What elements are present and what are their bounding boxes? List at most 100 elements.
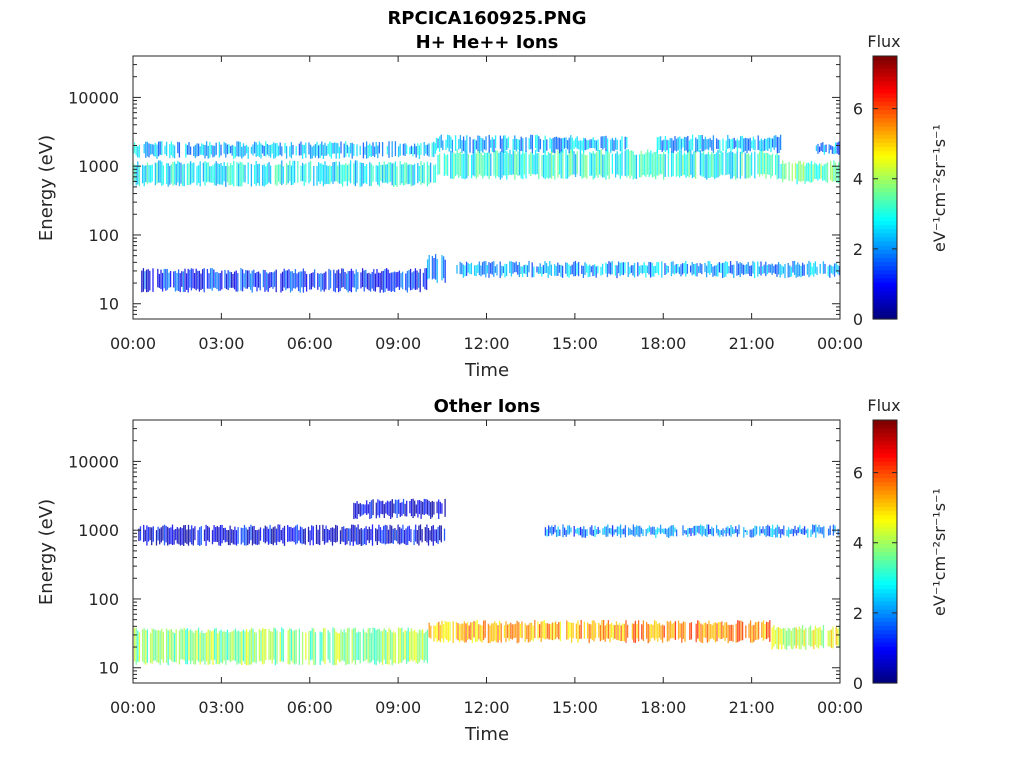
colorbar-step <box>873 286 897 291</box>
colorbar-step <box>873 498 897 503</box>
colorbar-step <box>873 547 897 553</box>
colorbar-step <box>873 485 897 491</box>
x-tick-label: 18:00 <box>640 698 686 717</box>
colorbar-tick-label: 6 <box>853 464 863 483</box>
colorbar-step <box>873 658 897 664</box>
colorbar-step <box>873 424 897 429</box>
x-tick-label: 00:00 <box>110 334 156 353</box>
colorbar-step <box>873 92 897 98</box>
colorbar-step <box>873 158 897 164</box>
colorbar-step <box>873 101 897 106</box>
colorbar-step <box>873 641 897 647</box>
colorbar-step <box>873 150 897 156</box>
colorbar-step <box>873 580 897 585</box>
colorbar-step <box>873 269 897 275</box>
colorbar-step <box>873 187 897 193</box>
colorbar-step <box>873 514 897 520</box>
colorbar-step <box>873 666 897 672</box>
colorbar-tick-label: 4 <box>853 170 863 189</box>
flux-band <box>544 524 839 538</box>
colorbar-step <box>873 134 897 139</box>
colorbar-tick-label: 2 <box>853 604 863 623</box>
colorbar-step <box>873 555 897 561</box>
x-tick-label: 06:00 <box>287 698 333 717</box>
colorbar-step <box>873 290 897 295</box>
colorbar-step <box>873 76 897 82</box>
colorbar-step <box>873 72 897 78</box>
colorbar-step <box>873 154 897 160</box>
colorbar-step <box>873 294 897 300</box>
colorbar-step <box>873 191 897 197</box>
flux-band <box>353 498 446 520</box>
colorbar-step <box>873 183 897 189</box>
x-tick-label: 15:00 <box>552 698 598 717</box>
colorbar-tick-label: 0 <box>853 674 863 693</box>
colorbar-step <box>873 60 897 65</box>
x-tick-label: 21:00 <box>729 698 775 717</box>
colorbar-step <box>873 84 897 90</box>
y-tick-label: 10000 <box>68 88 119 107</box>
colorbar-step <box>873 452 897 458</box>
colorbar-step <box>873 637 897 643</box>
colorbar-title: Flux <box>867 396 900 415</box>
x-axis: 00:00 03:00 06:00 09:00 12:00 15:00 18:00 21:00… <box>110 56 863 353</box>
colorbar-step <box>873 282 897 287</box>
colorbar-step <box>873 64 897 69</box>
colorbar-title: Flux <box>867 32 900 51</box>
colorbar-step <box>873 162 897 168</box>
colorbar-step <box>873 592 897 598</box>
colorbar-step <box>873 625 897 631</box>
colorbar-step <box>873 171 897 176</box>
y-tick-label: 100 <box>88 226 119 245</box>
colorbar-step <box>873 609 897 614</box>
colorbar-step <box>873 175 897 180</box>
colorbar-step <box>873 253 897 258</box>
colorbar-step <box>873 166 897 172</box>
flux-band <box>426 254 446 283</box>
colorbar-step <box>873 232 897 238</box>
y-axis-label: Energy (eV) <box>36 499 57 605</box>
colorbar-step <box>873 138 897 143</box>
x-tick-label: 00:00 <box>110 698 156 717</box>
y-tick-label: 100 <box>88 590 119 609</box>
y-tick-label: 10 <box>99 295 119 314</box>
colorbar-step <box>873 245 897 250</box>
colorbar-step <box>873 518 897 524</box>
colorbar-step <box>873 88 897 94</box>
x-tick-label: 09:00 <box>375 334 421 353</box>
colorbar-step <box>873 146 897 152</box>
colorbar-step <box>873 469 897 475</box>
flux-band <box>428 619 634 644</box>
x-tick-label: 21:00 <box>729 334 775 353</box>
colorbar-step <box>873 559 897 565</box>
colorbar-tick-label: 6 <box>853 100 863 119</box>
colorbar-step <box>873 456 897 462</box>
panel-title: Other Ions <box>434 396 541 417</box>
y-tick-label: 1000 <box>78 157 119 176</box>
colorbar-step <box>873 420 897 425</box>
colorbar-step <box>873 199 897 205</box>
x-tick-label: 03:00 <box>198 698 244 717</box>
colorbar-step <box>873 105 897 111</box>
x-tick-label: 09:00 <box>375 698 421 717</box>
colorbar-step <box>873 220 897 226</box>
y-axis: 10 100 1000 10000 <box>68 55 840 320</box>
x-tick-label: 15:00 <box>552 334 598 353</box>
colorbar-step <box>873 563 897 569</box>
colorbar-step <box>873 461 897 466</box>
colorbar-step <box>873 600 897 606</box>
colorbar-step <box>873 306 897 312</box>
colorbar-step <box>873 440 897 446</box>
colorbar-step <box>873 117 897 123</box>
colorbar-step <box>873 621 897 627</box>
colorbar-step <box>873 502 897 507</box>
colorbar-step <box>873 314 897 320</box>
flux-band <box>633 620 771 644</box>
flux-band <box>437 149 780 180</box>
colorbar-step <box>873 506 897 512</box>
x-tick-label: 03:00 <box>198 334 244 353</box>
colorbar-step <box>873 448 897 454</box>
x-axis-label: Time <box>464 360 509 381</box>
x-tick-label: 00:00 <box>817 334 863 353</box>
x-tick-label: 00:00 <box>817 698 863 717</box>
